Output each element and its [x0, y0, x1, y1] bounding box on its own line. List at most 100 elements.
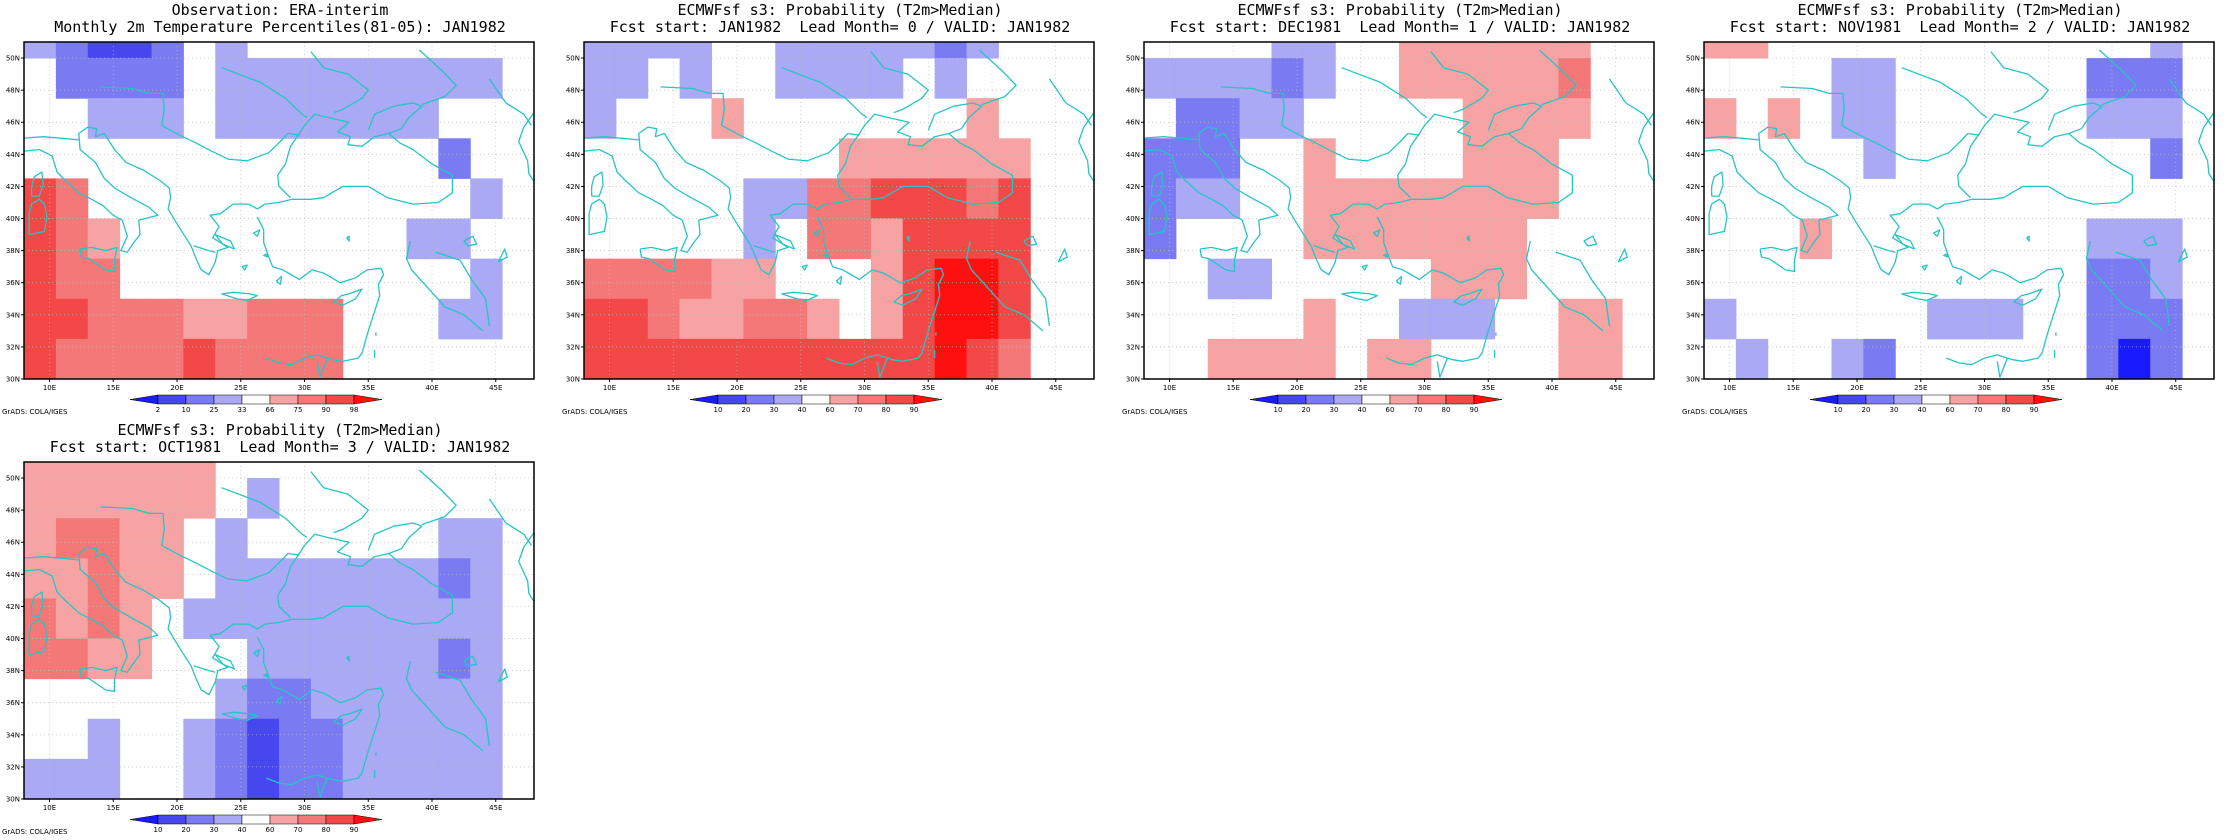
grid-cell: [2118, 218, 2151, 260]
colorbar-label: 90: [1470, 406, 1479, 414]
map-frame: [23, 41, 535, 380]
x-tick-label: 40E: [1545, 384, 1558, 392]
grid-cell: [1144, 138, 1177, 179]
colorbar-label: 2: [156, 406, 160, 414]
coastline: [1943, 253, 1949, 258]
grid-cell: [2086, 258, 2119, 300]
grid-cell: [215, 718, 248, 760]
coastline: [1608, 78, 1652, 126]
grid-cell: [1767, 98, 1801, 139]
grid-cell: [406, 558, 439, 599]
grid-cell: [55, 638, 89, 680]
colorbar-label: 90: [910, 406, 919, 414]
coastline: [813, 229, 821, 237]
grid-cell: [1239, 258, 1272, 300]
grid-cell: [24, 758, 57, 799]
grid-cell: [1990, 298, 2024, 340]
coastline: [1078, 112, 1094, 142]
x-tick-label: 45E: [489, 804, 502, 812]
coastline: [1704, 126, 1972, 276]
grid-cell: [2150, 258, 2183, 300]
map-frame: [1703, 41, 2215, 380]
grid-cell: [679, 338, 712, 379]
colorbar-label: 98: [350, 406, 359, 414]
grid-cell: [870, 298, 904, 340]
grid-cell: [711, 98, 744, 139]
coastline: [1376, 216, 1505, 366]
x-tick-label: 40E: [985, 384, 998, 392]
coastline: [1638, 141, 1654, 183]
x-tick-label: 45E: [1609, 384, 1622, 392]
coastline: [1334, 234, 1356, 250]
colorbar-segment: [157, 814, 187, 825]
colorbar-segment: [801, 394, 831, 405]
grid-cell: [2086, 338, 2119, 379]
grid-cell: [279, 678, 312, 720]
grid-cell: [966, 298, 999, 340]
coastlines: [1704, 49, 2214, 379]
grid-cell: [2150, 98, 2183, 139]
coastline: [1638, 112, 1654, 142]
coastline: [28, 198, 48, 236]
coastline: [518, 532, 534, 562]
colorbar-max-arrow: [353, 394, 383, 405]
y-tick-label: 36N: [566, 279, 580, 287]
colorbar-segment: [829, 394, 859, 405]
colorbar-label: 33: [238, 406, 247, 414]
grid-cell: [966, 218, 999, 260]
grid-cell: [615, 338, 649, 379]
coastline: [1048, 78, 1092, 126]
grid-cell: [1462, 58, 1496, 99]
coastline: [30, 171, 44, 197]
coastline: [1078, 141, 1094, 183]
x-tick-label: 45E: [1049, 384, 1062, 392]
coastline: [435, 671, 491, 747]
coastline: [2085, 240, 2164, 332]
colorbar-segment: [241, 814, 271, 825]
x-tick-label: 20E: [170, 804, 183, 812]
grid-cell: [438, 638, 471, 680]
grid-cell: [55, 478, 89, 519]
grid-cell: [934, 138, 967, 179]
colorbar-label: 30: [210, 826, 219, 834]
grid-cell: [647, 298, 681, 340]
colorbar-label: 20: [182, 826, 191, 834]
grid-cell: [1399, 338, 1432, 379]
grid-cell: [438, 138, 471, 179]
colorbar-label: 75: [294, 406, 303, 414]
grid-cell: [998, 258, 1031, 300]
grid-cell: [87, 58, 121, 99]
coastline: [1933, 229, 1941, 237]
grid-cell: [1239, 98, 1272, 139]
grid-cell: [870, 258, 904, 300]
grid-cell: [247, 478, 280, 519]
grid-cell: [342, 758, 376, 799]
grid-cell: [1863, 58, 1896, 99]
y-tick-label: 32N: [1126, 343, 1140, 351]
grid-cell: [615, 42, 649, 59]
coastline: [2177, 248, 2188, 263]
grid-cell: [406, 678, 439, 720]
colorbar-label: 10: [182, 406, 191, 414]
coastline: [1999, 357, 2009, 378]
colorbar-label: 30: [1330, 406, 1339, 414]
grid-cell: [1462, 178, 1496, 220]
colorbar-segment: [857, 394, 887, 405]
grid-cell: [24, 42, 57, 59]
colorbar-segment: [1949, 394, 1979, 405]
panel-title-line1: ECMWFsf s3: Probability (T2m>Median): [117, 421, 443, 439]
map-frame: [1143, 41, 1655, 380]
grid-cell: [1558, 42, 1591, 59]
grid-cell: [55, 758, 89, 799]
coastline: [497, 668, 508, 683]
colorbar-max-arrow: [2033, 394, 2063, 405]
map-frame: [583, 41, 1095, 380]
grid-cell: [406, 58, 439, 99]
grid-cell: [711, 338, 744, 379]
colorbar-label: 60: [1386, 406, 1395, 414]
grid-cell: [679, 42, 712, 59]
x-tick-label: 25E: [1914, 384, 1927, 392]
y-tick-label: 32N: [6, 343, 20, 351]
colorbar-max-arrow: [913, 394, 943, 405]
grid-cell: [406, 598, 439, 640]
